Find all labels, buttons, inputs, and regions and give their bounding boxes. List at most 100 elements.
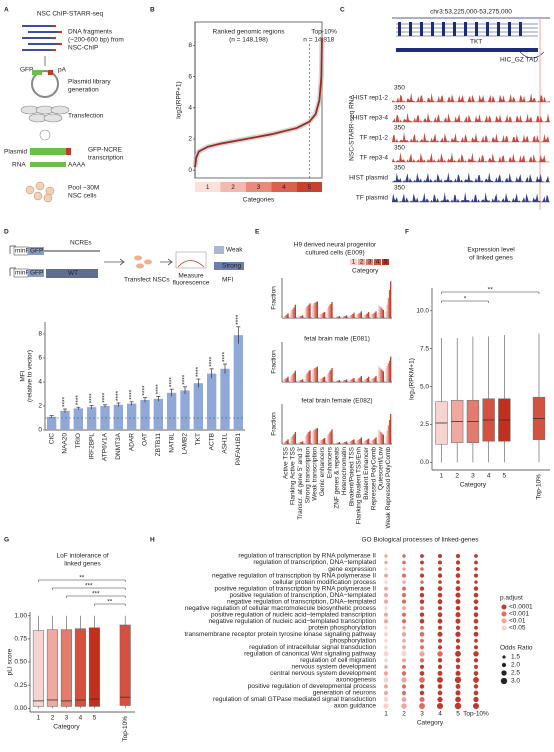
text: Weak [226,247,243,254]
bar [351,379,353,382]
bar [368,376,370,382]
dot [437,651,443,657]
bar [305,306,308,318]
bar [294,432,296,444]
bar [60,410,70,430]
term-label: regulation of transcription by RNA polym… [238,553,376,560]
bar [366,439,369,444]
bar [359,438,361,444]
bar [341,442,343,444]
bar [282,316,284,318]
dot [384,599,388,604]
category-label: 4 [282,184,286,191]
bar [365,378,367,382]
bar [368,312,370,318]
text: NSC cells [68,193,97,200]
significance: **** [102,392,109,403]
exon [508,22,511,36]
dot [419,618,425,624]
dot [474,567,478,571]
bar [298,316,300,318]
chart-title: of linked genes [469,255,513,262]
bar [373,439,375,444]
bar [291,310,293,318]
tad-bar [396,48,538,52]
term-label: protein phosphorylation [308,624,376,631]
bar [324,376,326,382]
bar [297,380,299,382]
category-box [296,182,322,192]
bar [330,370,332,382]
bar [326,435,328,444]
y-tick-label: 0.25 [14,682,27,689]
bar [329,432,331,444]
legend-size [502,655,506,659]
y-tick-label: 7.5 [420,345,429,352]
bar [324,438,326,444]
bar [358,313,360,318]
bar [349,441,352,444]
bar [300,442,303,444]
significance: **** [155,384,162,395]
y-tick-label: 0.00 [14,705,27,712]
bracket [38,579,126,582]
dot [384,567,388,571]
x-tick-label: Active TSS [282,446,289,479]
bar [299,380,301,382]
dot [455,645,461,650]
bar [348,380,350,382]
dot [437,586,443,591]
bar [337,316,339,318]
significance: **** [222,351,229,362]
y-tick-label: 10.0 [416,307,429,314]
y-tick-label: 1.00 [14,612,27,619]
bar [380,432,382,444]
bar [313,303,315,318]
chart-subtitle: (n = 148,198) [229,37,268,44]
plasmid-construct [30,148,66,155]
bar [299,442,301,444]
gfp-box [28,247,44,255]
significance: **** [128,389,135,400]
bar [343,316,345,318]
x-tick-label: Repressed PolyComb [370,447,377,511]
bar [366,378,369,382]
legend-label: 2.0 [511,662,520,669]
panel-label: C [340,7,345,14]
x-axis-label: Category [53,724,80,731]
text: minP [15,248,30,255]
dot [455,625,461,630]
term-label: regulation of cell migration [300,657,376,664]
bar [336,442,338,444]
bar [375,311,377,318]
dot [473,631,479,637]
bar [335,443,337,444]
category-box [271,182,297,192]
bar [330,431,332,444]
panel-label: E [255,229,260,236]
dot [474,560,478,565]
x-tick-label: Heterochromatin [341,447,348,495]
bar [334,317,336,318]
bar [338,442,340,444]
category-label: 5 [307,184,311,191]
dot [473,690,479,696]
x-tick-label: Quiescent/Low [378,447,385,490]
category-box [220,182,246,192]
x-tick-label: Bivalent/Poised TSS [348,446,355,506]
bar [324,312,326,318]
bar [346,379,348,382]
dot [420,606,424,611]
bar [73,408,83,430]
dot [384,645,388,650]
category-box [195,182,221,192]
bar [322,312,325,318]
bar [315,302,317,318]
dot [437,592,443,598]
panel-title: NSC ChIP-STARR-seq [37,11,104,18]
significance: **** [75,395,82,406]
bar [308,371,310,382]
text: AAAA [68,162,86,169]
x-tick-label: 1 [440,473,444,480]
category-label: 1 [206,184,210,191]
